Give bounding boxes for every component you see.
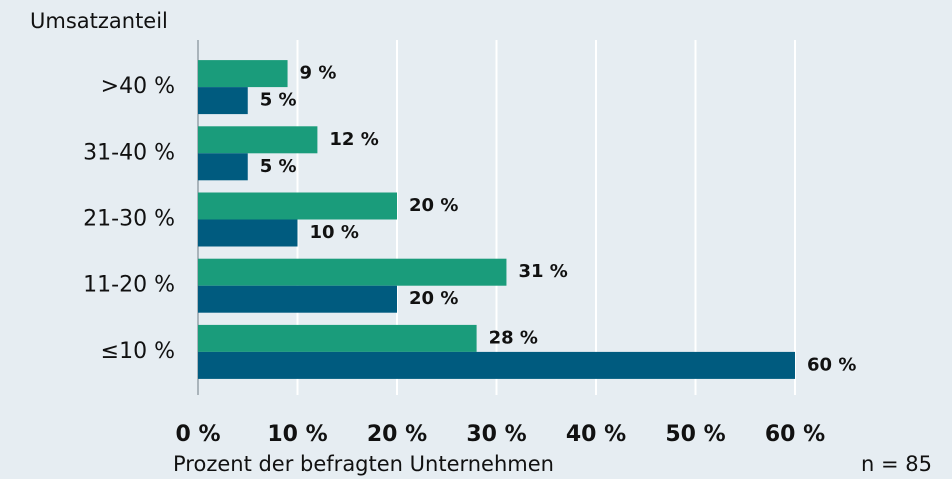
value-label: 10 %	[310, 222, 359, 243]
bar	[198, 324, 477, 352]
x-tick-label: 20 %	[367, 422, 427, 447]
bar	[198, 219, 298, 247]
x-tick-label: 50 %	[665, 422, 725, 447]
annotation: n = 85	[861, 452, 932, 476]
bar	[198, 192, 397, 220]
x-tick-label: 10 %	[267, 422, 327, 447]
value-label: 20 %	[409, 288, 458, 309]
x-axis-title: Prozent der befragten Unternehmen	[173, 452, 554, 476]
x-tick-label: 30 %	[466, 422, 526, 447]
bar	[198, 285, 397, 313]
value-label: 5 %	[260, 90, 297, 111]
x-tick-label: 40 %	[566, 422, 626, 447]
y-tick-label: 31-40 %	[83, 140, 175, 165]
bar	[198, 258, 507, 286]
value-label: 9 %	[300, 63, 337, 84]
y-axis-title: Umsatzanteil	[30, 9, 168, 33]
value-label: 60 %	[807, 354, 856, 375]
bar	[198, 126, 318, 154]
bar	[198, 153, 248, 181]
bar	[198, 351, 795, 379]
value-label: 5 %	[260, 156, 297, 177]
y-tick-label: 21-30 %	[83, 207, 175, 232]
y-tick-label: >40 %	[101, 74, 175, 99]
x-tick-label: 60 %	[765, 422, 825, 447]
y-tick-label: 11-20 %	[83, 273, 175, 298]
value-label: 28 %	[489, 327, 538, 348]
value-label: 20 %	[409, 195, 458, 216]
bar	[198, 87, 248, 115]
y-tick-label: ≤10 %	[101, 339, 175, 364]
bar	[198, 60, 288, 88]
x-tick-label: 0 %	[175, 422, 220, 447]
value-label: 12 %	[329, 129, 378, 150]
value-label: 31 %	[518, 261, 567, 282]
